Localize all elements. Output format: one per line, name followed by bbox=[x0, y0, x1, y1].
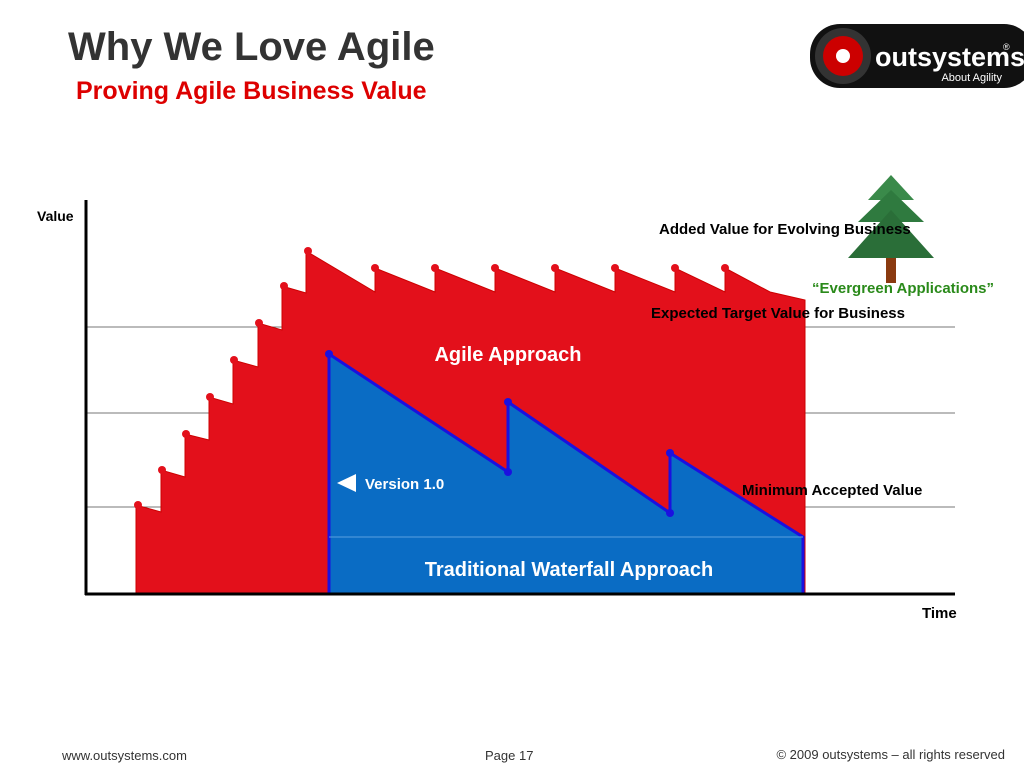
tree-top bbox=[868, 175, 914, 200]
footer-url: www.outsystems.com bbox=[61, 748, 187, 763]
dot bbox=[371, 264, 379, 272]
dot bbox=[666, 509, 674, 517]
dot bbox=[255, 319, 263, 327]
added-value-label: Added Value for Evolving Business bbox=[659, 221, 911, 238]
agile-label: Agile Approach bbox=[434, 344, 581, 366]
labels: Value Time Added Value for Evolving Busi… bbox=[37, 208, 994, 622]
expected-target-label: Expected Target Value for Business bbox=[651, 305, 905, 322]
tree bbox=[848, 175, 934, 283]
x-axis-label: Time bbox=[922, 605, 957, 622]
footer-page: Page 17 bbox=[485, 748, 533, 763]
title: Why We Love Agile bbox=[68, 25, 435, 69]
y-axis-label: Value bbox=[37, 208, 74, 224]
footer: www.outsystems.com Page 17 © 2009 outsys… bbox=[61, 747, 1005, 763]
version-arrow bbox=[337, 474, 356, 492]
dot bbox=[206, 393, 214, 401]
dot bbox=[280, 282, 288, 290]
logo-center bbox=[836, 49, 850, 63]
waterfall-label: Traditional Waterfall Approach bbox=[425, 559, 714, 581]
tree-trunk bbox=[886, 255, 896, 283]
dot bbox=[491, 264, 499, 272]
dot bbox=[666, 449, 674, 457]
subtitle: Proving Agile Business Value bbox=[76, 77, 427, 105]
logo-name: outsystems bbox=[875, 42, 1024, 72]
logo: outsystems ® About Agility bbox=[810, 24, 1024, 88]
version-label: Version 1.0 bbox=[365, 476, 444, 493]
evergreen-label: “Evergreen Applications” bbox=[812, 280, 994, 297]
dot bbox=[551, 264, 559, 272]
logo-reg: ® bbox=[1003, 42, 1010, 52]
dot bbox=[671, 264, 679, 272]
agile-dots bbox=[134, 247, 729, 509]
dot bbox=[158, 466, 166, 474]
tree-bottom bbox=[848, 210, 934, 258]
dot bbox=[504, 398, 512, 406]
dot bbox=[182, 430, 190, 438]
dot bbox=[611, 264, 619, 272]
dot bbox=[304, 247, 312, 255]
waterfall-dots bbox=[325, 350, 674, 517]
footer-copyright: © 2009 outsystems – all rights reserved bbox=[776, 747, 1005, 762]
dot bbox=[230, 356, 238, 364]
dot bbox=[504, 468, 512, 476]
dot bbox=[721, 264, 729, 272]
dot bbox=[431, 264, 439, 272]
tree-mid bbox=[858, 190, 924, 222]
minimum-label: Minimum Accepted Value bbox=[742, 482, 922, 499]
dot bbox=[325, 350, 333, 358]
dot bbox=[134, 501, 142, 509]
logo-tagline: About Agility bbox=[941, 72, 1002, 84]
